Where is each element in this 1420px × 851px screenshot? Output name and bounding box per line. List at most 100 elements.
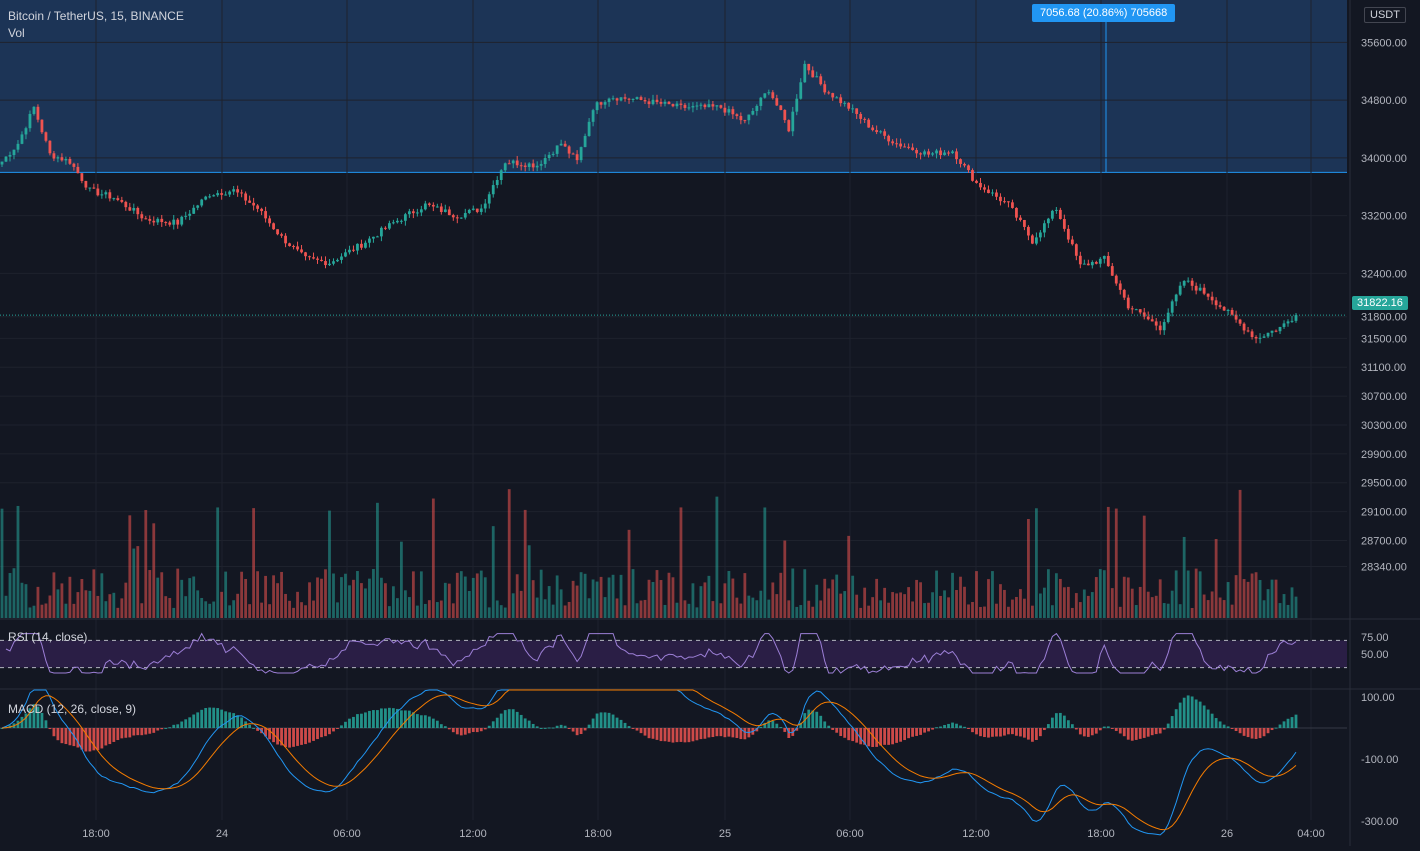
volume-bar — [615, 598, 619, 618]
y-tick-label: 29100.00 — [1361, 507, 1407, 519]
macd-histogram-bar — [871, 728, 875, 747]
macd-histogram-bar — [376, 710, 379, 728]
macd-histogram-bar — [1186, 695, 1190, 728]
volume-bar — [352, 579, 355, 618]
macd-histogram-bar — [68, 728, 72, 746]
x-tick-label: 06:00 — [333, 828, 361, 840]
macd-histogram-bar — [571, 728, 575, 732]
volume-bar — [236, 593, 240, 618]
candle-body — [1114, 275, 1118, 284]
macd-legend[interactable]: MACD (12, 26, close, 9) — [8, 702, 137, 716]
macd-histogram-bar — [296, 728, 299, 746]
volume-bar — [1106, 506, 1110, 618]
volume-bar — [655, 570, 659, 618]
rsi-legend[interactable]: RSI (14, close) — [8, 630, 88, 644]
macd-histogram-bar — [627, 726, 631, 728]
volume-bar — [827, 588, 831, 618]
macd-histogram-bar — [240, 717, 244, 728]
candle-body — [919, 153, 922, 155]
candle-body — [647, 101, 651, 105]
macd-histogram-bar — [635, 728, 639, 731]
macd-histogram-bar — [368, 710, 371, 728]
macd-histogram-bar — [288, 728, 291, 748]
macd-histogram-bar — [1194, 699, 1198, 728]
macd-histogram-bar — [775, 723, 779, 728]
macd-histogram-bar — [523, 718, 527, 728]
macd-histogram-bar — [1058, 712, 1062, 728]
candle-body — [507, 163, 511, 165]
macd-histogram-bar — [276, 728, 279, 745]
candle-body — [104, 192, 108, 195]
candle-body — [108, 192, 112, 199]
macd-histogram-bar — [691, 728, 695, 742]
macd-histogram-bar — [643, 728, 647, 736]
candle-body — [16, 143, 20, 150]
macd-histogram-bar — [607, 712, 611, 728]
volume-bar — [200, 597, 204, 618]
macd-histogram-bar — [815, 711, 819, 728]
candle-body — [683, 104, 687, 108]
candle-body — [991, 192, 994, 194]
macd-histogram-bar — [1198, 701, 1202, 728]
candle-body — [687, 107, 691, 109]
volume-bar — [124, 582, 128, 618]
candle-body — [316, 258, 319, 260]
macd-histogram-bar — [104, 728, 108, 746]
macd-histogram-bar — [1015, 728, 1018, 736]
volume-bar — [1230, 604, 1234, 618]
volume-bar — [763, 507, 767, 618]
volume-bar — [815, 584, 819, 618]
macd-histogram-bar — [160, 728, 164, 730]
candle-body — [407, 211, 411, 215]
volume-bar — [427, 600, 431, 618]
candle-body — [348, 249, 351, 253]
macd-histogram-bar — [76, 728, 80, 748]
symbol-legend[interactable]: Bitcoin / TetherUS, 15, BINANCE — [8, 9, 184, 23]
candle-body — [883, 131, 887, 136]
volume-bar — [679, 507, 683, 618]
volume-bar — [120, 598, 124, 618]
macd-histogram-bar — [875, 728, 879, 747]
currency-tag[interactable]: USDT — [1364, 7, 1406, 23]
volume-bar — [931, 592, 934, 618]
candle-body — [1023, 219, 1026, 227]
volume-bar — [180, 579, 184, 618]
candle-body — [703, 104, 707, 108]
candle-body — [639, 97, 643, 100]
volume-bar — [971, 602, 974, 618]
candle-body — [1098, 258, 1102, 264]
macd-histogram-bar — [575, 728, 579, 736]
volume-bar — [104, 601, 108, 618]
volume-bar — [52, 572, 56, 618]
volume-bar — [579, 572, 583, 618]
macd-histogram-bar — [1182, 697, 1186, 728]
candle-body — [603, 102, 607, 105]
x-tick-label: 12:00 — [459, 828, 487, 840]
macd-histogram-bar — [827, 725, 831, 728]
volume-bar — [415, 605, 419, 618]
macd-histogram-bar — [1254, 728, 1258, 739]
x-tick-label: 04:00 — [1297, 828, 1325, 840]
volume-bar — [1046, 569, 1050, 618]
candle-body — [1206, 293, 1210, 297]
volume-bar — [895, 593, 899, 618]
volume-bar — [535, 597, 539, 618]
volume-bar — [683, 600, 687, 618]
volume-bar — [751, 597, 755, 618]
volume-legend[interactable]: Vol — [8, 26, 25, 40]
macd-histogram-bar — [719, 728, 723, 737]
volume-bar — [443, 582, 447, 618]
candle-body — [451, 215, 455, 218]
candle-body — [915, 150, 918, 154]
macd-histogram-bar — [1154, 728, 1158, 735]
macd-histogram-bar — [631, 728, 635, 729]
macd-histogram-bar — [1158, 728, 1162, 734]
macd-tick-label: -300.00 — [1361, 816, 1398, 828]
macd-histogram-bar — [1054, 713, 1058, 728]
candle-body — [1003, 201, 1006, 203]
volume-bar — [76, 592, 80, 618]
volume-bar — [380, 577, 383, 618]
volume-bar — [775, 594, 779, 618]
candle-body — [815, 76, 819, 78]
